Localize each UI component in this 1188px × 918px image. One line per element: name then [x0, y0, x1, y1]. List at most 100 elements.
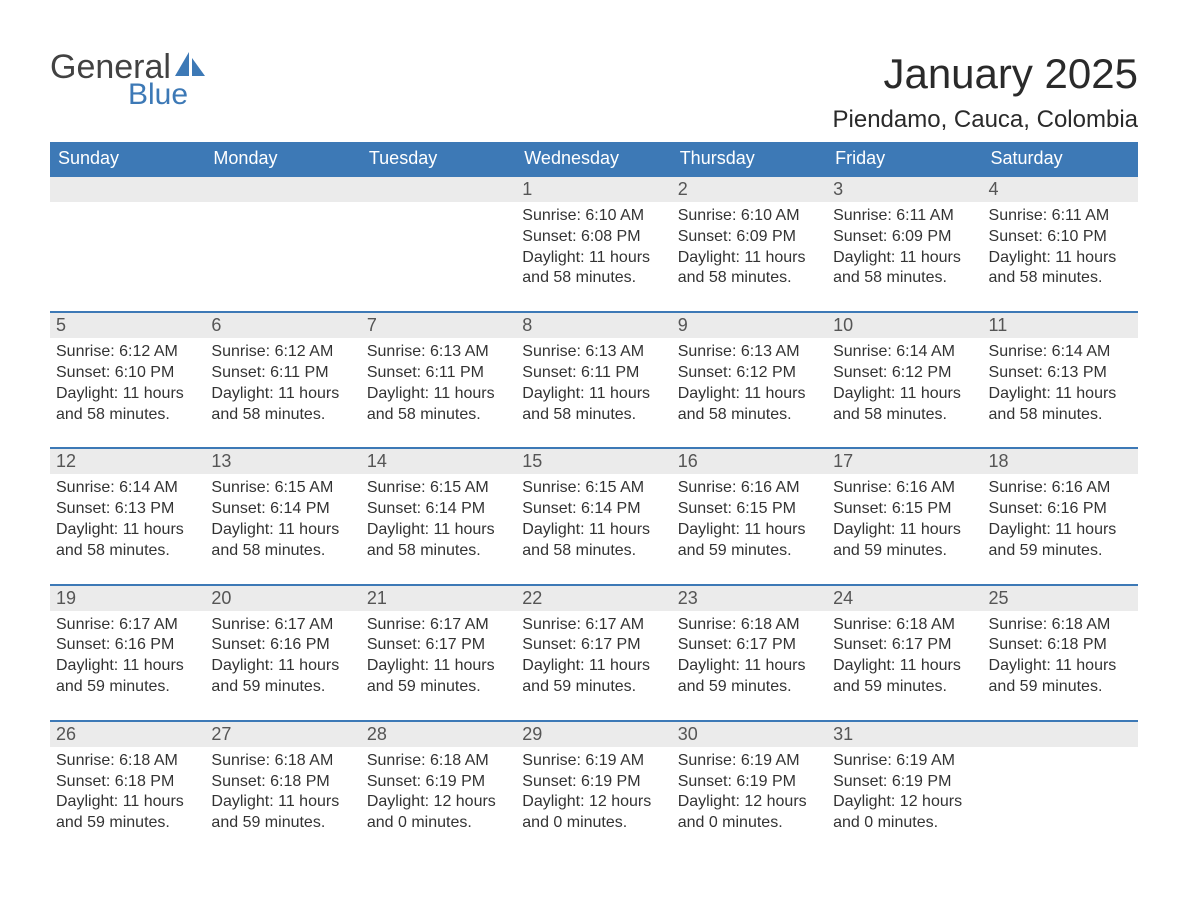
sunrise-line: Sunrise: 6:13 AM: [522, 342, 665, 363]
calendar-cell: 22Sunrise: 6:17 AMSunset: 6:17 PMDayligh…: [516, 585, 671, 721]
calendar-page: General Blue January 2025 Piendamo, Cauc…: [0, 0, 1188, 896]
daylight-line: Daylight: 11 hours and 59 minutes.: [522, 656, 665, 698]
calendar-cell: 7Sunrise: 6:13 AMSunset: 6:11 PMDaylight…: [361, 312, 516, 448]
sunrise-line: Sunrise: 6:19 AM: [522, 751, 665, 772]
daylight-line: Daylight: 11 hours and 58 minutes.: [56, 384, 199, 426]
location: Piendamo, Cauca, Colombia: [833, 106, 1139, 134]
daylight-line: Daylight: 11 hours and 58 minutes.: [678, 248, 821, 290]
sunset-line: Sunset: 6:18 PM: [56, 772, 199, 793]
calendar-cell: [50, 176, 205, 312]
calendar-week: 19Sunrise: 6:17 AMSunset: 6:16 PMDayligh…: [50, 585, 1138, 721]
day-content: Sunrise: 6:13 AMSunset: 6:11 PMDaylight:…: [516, 338, 671, 447]
dayname: Friday: [827, 142, 982, 176]
daylight-line: Daylight: 12 hours and 0 minutes.: [367, 792, 510, 834]
daylight-line: Daylight: 11 hours and 59 minutes.: [56, 792, 199, 834]
sunrise-line: Sunrise: 6:17 AM: [367, 615, 510, 636]
sunrise-line: Sunrise: 6:16 AM: [989, 478, 1132, 499]
dayname: Tuesday: [361, 142, 516, 176]
daylight-line: Daylight: 12 hours and 0 minutes.: [833, 792, 976, 834]
day-number: 22: [516, 586, 671, 611]
day-content: Sunrise: 6:18 AMSunset: 6:17 PMDaylight:…: [672, 611, 827, 720]
calendar-table: Sunday Monday Tuesday Wednesday Thursday…: [50, 142, 1138, 856]
calendar-cell: 4Sunrise: 6:11 AMSunset: 6:10 PMDaylight…: [983, 176, 1138, 312]
day-number: 26: [50, 722, 205, 747]
day-number: 18: [983, 449, 1138, 474]
calendar-cell: 2Sunrise: 6:10 AMSunset: 6:09 PMDaylight…: [672, 176, 827, 312]
sunset-line: Sunset: 6:14 PM: [522, 499, 665, 520]
dayname: Saturday: [983, 142, 1138, 176]
day-number: 11: [983, 313, 1138, 338]
calendar-cell: 11Sunrise: 6:14 AMSunset: 6:13 PMDayligh…: [983, 312, 1138, 448]
day-content: Sunrise: 6:17 AMSunset: 6:17 PMDaylight:…: [516, 611, 671, 720]
calendar-cell: 13Sunrise: 6:15 AMSunset: 6:14 PMDayligh…: [205, 448, 360, 584]
sunrise-line: Sunrise: 6:12 AM: [56, 342, 199, 363]
day-number: 1: [516, 177, 671, 202]
daylight-line: Daylight: 11 hours and 59 minutes.: [989, 520, 1132, 562]
sunrise-line: Sunrise: 6:10 AM: [522, 206, 665, 227]
sunset-line: Sunset: 6:16 PM: [56, 635, 199, 656]
sunset-line: Sunset: 6:13 PM: [56, 499, 199, 520]
day-number: 17: [827, 449, 982, 474]
calendar-cell: 12Sunrise: 6:14 AMSunset: 6:13 PMDayligh…: [50, 448, 205, 584]
title-block: January 2025 Piendamo, Cauca, Colombia: [833, 50, 1139, 134]
month-title: January 2025: [833, 50, 1139, 98]
calendar-cell: 21Sunrise: 6:17 AMSunset: 6:17 PMDayligh…: [361, 585, 516, 721]
calendar-body: 1Sunrise: 6:10 AMSunset: 6:08 PMDaylight…: [50, 176, 1138, 856]
day-content: Sunrise: 6:14 AMSunset: 6:13 PMDaylight:…: [50, 474, 205, 583]
day-content: Sunrise: 6:13 AMSunset: 6:11 PMDaylight:…: [361, 338, 516, 447]
day-content: Sunrise: 6:16 AMSunset: 6:15 PMDaylight:…: [672, 474, 827, 583]
sunset-line: Sunset: 6:15 PM: [833, 499, 976, 520]
calendar-cell: 16Sunrise: 6:16 AMSunset: 6:15 PMDayligh…: [672, 448, 827, 584]
calendar-cell: 15Sunrise: 6:15 AMSunset: 6:14 PMDayligh…: [516, 448, 671, 584]
dayname: Thursday: [672, 142, 827, 176]
sunrise-line: Sunrise: 6:17 AM: [56, 615, 199, 636]
sunset-line: Sunset: 6:16 PM: [989, 499, 1132, 520]
day-number: 7: [361, 313, 516, 338]
day-content: Sunrise: 6:13 AMSunset: 6:12 PMDaylight:…: [672, 338, 827, 447]
day-number: 5: [50, 313, 205, 338]
header: General Blue January 2025 Piendamo, Cauc…: [50, 50, 1138, 134]
calendar-week: 26Sunrise: 6:18 AMSunset: 6:18 PMDayligh…: [50, 721, 1138, 856]
calendar-cell: 20Sunrise: 6:17 AMSunset: 6:16 PMDayligh…: [205, 585, 360, 721]
daylight-line: Daylight: 11 hours and 59 minutes.: [833, 520, 976, 562]
day-content: Sunrise: 6:19 AMSunset: 6:19 PMDaylight:…: [516, 747, 671, 856]
daylight-line: Daylight: 11 hours and 58 minutes.: [989, 248, 1132, 290]
day-content: Sunrise: 6:11 AMSunset: 6:10 PMDaylight:…: [983, 202, 1138, 311]
day-content: Sunrise: 6:19 AMSunset: 6:19 PMDaylight:…: [672, 747, 827, 856]
sunrise-line: Sunrise: 6:18 AM: [989, 615, 1132, 636]
day-number: [983, 722, 1138, 747]
day-content: Sunrise: 6:17 AMSunset: 6:16 PMDaylight:…: [50, 611, 205, 720]
day-number: 2: [672, 177, 827, 202]
dayname: Sunday: [50, 142, 205, 176]
sunset-line: Sunset: 6:17 PM: [833, 635, 976, 656]
calendar-cell: 23Sunrise: 6:18 AMSunset: 6:17 PMDayligh…: [672, 585, 827, 721]
day-content: Sunrise: 6:12 AMSunset: 6:10 PMDaylight:…: [50, 338, 205, 447]
day-number: 24: [827, 586, 982, 611]
day-number: 10: [827, 313, 982, 338]
daylight-line: Daylight: 11 hours and 59 minutes.: [211, 792, 354, 834]
sunset-line: Sunset: 6:18 PM: [989, 635, 1132, 656]
calendar-cell: 29Sunrise: 6:19 AMSunset: 6:19 PMDayligh…: [516, 721, 671, 856]
day-number: 12: [50, 449, 205, 474]
sunrise-line: Sunrise: 6:19 AM: [678, 751, 821, 772]
calendar-cell: 18 Sunrise: 6:16 AMSunset: 6:16 PMDayligh…: [983, 448, 1138, 584]
day-number: [205, 177, 360, 202]
logo-word2: Blue: [128, 80, 205, 110]
sunrise-line: Sunrise: 6:19 AM: [833, 751, 976, 772]
day-number: [50, 177, 205, 202]
daylight-line: Daylight: 11 hours and 58 minutes.: [989, 384, 1132, 426]
sunrise-line: Sunrise: 6:15 AM: [211, 478, 354, 499]
daylight-line: Daylight: 12 hours and 0 minutes.: [678, 792, 821, 834]
day-content: Sunrise: 6:15 AMSunset: 6:14 PMDaylight:…: [516, 474, 671, 583]
sunset-line: Sunset: 6:09 PM: [678, 227, 821, 248]
sunset-line: Sunset: 6:17 PM: [522, 635, 665, 656]
day-content: Sunrise: 6:18 AMSunset: 6:19 PMDaylight:…: [361, 747, 516, 856]
sunrise-line: Sunrise: 6:14 AM: [56, 478, 199, 499]
day-content: Sunrise: 6:18 AMSunset: 6:18 PMDaylight:…: [205, 747, 360, 856]
calendar-cell: 19Sunrise: 6:17 AMSunset: 6:16 PMDayligh…: [50, 585, 205, 721]
day-number: 30: [672, 722, 827, 747]
sunset-line: Sunset: 6:19 PM: [678, 772, 821, 793]
dayname: Monday: [205, 142, 360, 176]
sunset-line: Sunset: 6:11 PM: [211, 363, 354, 384]
sunrise-line: Sunrise: 6:12 AM: [211, 342, 354, 363]
